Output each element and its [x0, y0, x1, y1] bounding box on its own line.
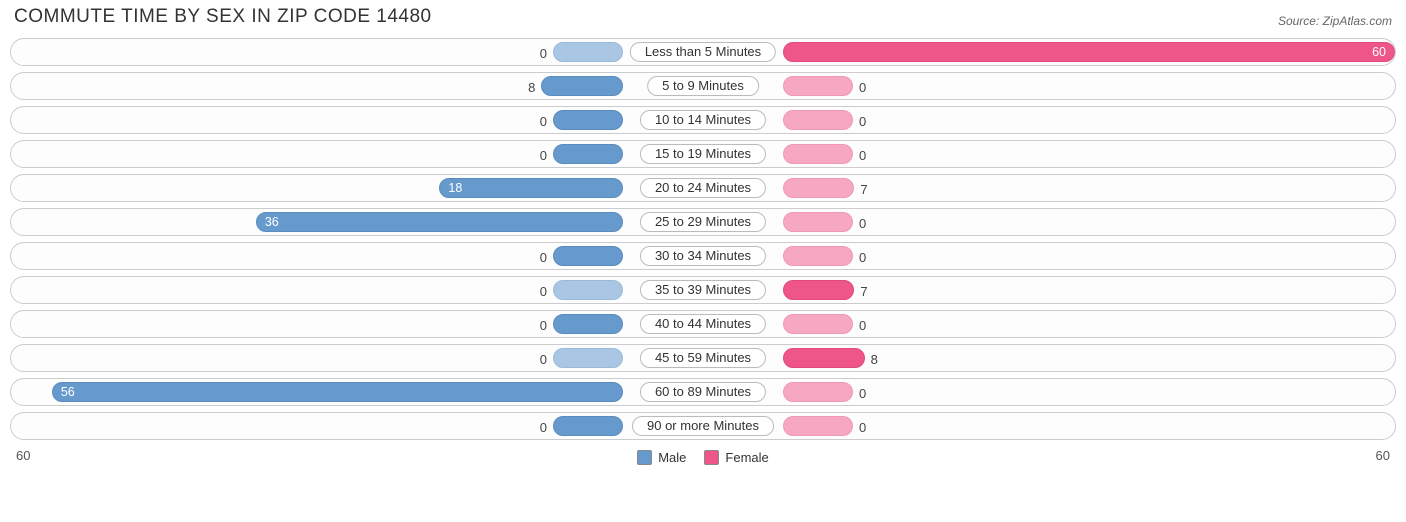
female-value: 0	[859, 311, 866, 338]
male-value: 0	[540, 277, 547, 304]
category-label: Less than 5 Minutes	[630, 42, 776, 62]
female-value: 7	[860, 175, 867, 202]
female-value: 8	[871, 345, 878, 372]
male-bar	[553, 246, 623, 266]
male-bar	[541, 76, 623, 96]
female-value: 0	[859, 413, 866, 440]
male-bar: 18	[439, 178, 623, 198]
category-label: 30 to 34 Minutes	[640, 246, 766, 266]
male-bar	[553, 314, 623, 334]
legend: Male Female	[637, 450, 769, 465]
male-value: 0	[540, 141, 547, 168]
category-label: 45 to 59 Minutes	[640, 348, 766, 368]
male-value: 56	[61, 385, 75, 399]
category-label: 15 to 19 Minutes	[640, 144, 766, 164]
male-value: 0	[540, 39, 547, 66]
chart-row: 0 0 90 or more Minutes	[10, 412, 1396, 440]
chart-row: 0 0 15 to 19 Minutes	[10, 140, 1396, 168]
legend-swatch	[704, 450, 719, 465]
category-label: 25 to 29 Minutes	[640, 212, 766, 232]
female-bar	[783, 314, 853, 334]
female-value: 0	[859, 73, 866, 100]
category-label: 20 to 24 Minutes	[640, 178, 766, 198]
female-value: 60	[1372, 45, 1386, 59]
male-bar	[553, 416, 623, 436]
female-bar	[783, 212, 853, 232]
female-value: 0	[859, 379, 866, 406]
male-value: 0	[540, 413, 547, 440]
female-bar	[783, 416, 853, 436]
chart-row: 56 0 60 to 89 Minutes	[10, 378, 1396, 406]
male-bar	[553, 110, 623, 130]
chart-body: 060Less than 5 Minutes805 to 9 Minutes00…	[10, 38, 1396, 440]
category-label: 90 or more Minutes	[632, 416, 774, 436]
chart-title: COMMUTE TIME BY SEX IN ZIP CODE 14480	[14, 6, 432, 28]
female-value: 0	[859, 243, 866, 270]
chart-header: COMMUTE TIME BY SEX IN ZIP CODE 14480 So…	[10, 6, 1396, 28]
axis-max-left: 60	[16, 448, 30, 463]
female-bar	[783, 110, 853, 130]
chart-row: 18 7 20 to 24 Minutes	[10, 174, 1396, 202]
legend-item: Male	[637, 450, 686, 465]
female-bar: 60	[783, 42, 1395, 62]
chart-row: 0 0 10 to 14 Minutes	[10, 106, 1396, 134]
male-bar	[553, 348, 623, 368]
legend-swatch	[637, 450, 652, 465]
female-bar	[783, 382, 853, 402]
female-bar	[783, 246, 853, 266]
category-label: 60 to 89 Minutes	[640, 382, 766, 402]
male-value: 8	[528, 73, 535, 100]
male-value: 0	[540, 107, 547, 134]
male-bar	[553, 42, 623, 62]
female-bar	[783, 280, 854, 300]
category-label: 5 to 9 Minutes	[647, 76, 759, 96]
chart-row: 0 8 45 to 59 Minutes	[10, 344, 1396, 372]
category-label: 10 to 14 Minutes	[640, 110, 766, 130]
category-label: 40 to 44 Minutes	[640, 314, 766, 334]
female-value: 0	[859, 141, 866, 168]
male-value: 18	[448, 181, 462, 195]
chart-footer: 60 Male Female 60	[10, 446, 1396, 468]
female-bar	[783, 76, 853, 96]
chart-source: Source: ZipAtlas.com	[1278, 14, 1392, 28]
male-bar: 36	[256, 212, 623, 232]
male-bar	[553, 144, 623, 164]
axis-max-right: 60	[1376, 448, 1390, 463]
chart-row: 0 0 30 to 34 Minutes	[10, 242, 1396, 270]
chart-row: 0 0 40 to 44 Minutes	[10, 310, 1396, 338]
female-bar	[783, 144, 853, 164]
male-value: 36	[265, 215, 279, 229]
chart-row: 8 0 5 to 9 Minutes	[10, 72, 1396, 100]
chart-container: COMMUTE TIME BY SEX IN ZIP CODE 14480 So…	[0, 0, 1406, 472]
male-value: 0	[540, 311, 547, 338]
female-bar	[783, 348, 865, 368]
legend-label: Male	[658, 450, 686, 465]
female-value: 0	[859, 209, 866, 236]
female-value: 0	[859, 107, 866, 134]
chart-row: 36 0 25 to 29 Minutes	[10, 208, 1396, 236]
category-label: 35 to 39 Minutes	[640, 280, 766, 300]
chart-row: 0 60 Less than 5 Minutes	[10, 38, 1396, 66]
legend-label: Female	[725, 450, 768, 465]
chart-row: 0 7 35 to 39 Minutes	[10, 276, 1396, 304]
male-bar: 56	[52, 382, 623, 402]
male-value: 0	[540, 243, 547, 270]
female-bar	[783, 178, 854, 198]
male-bar	[553, 280, 623, 300]
female-value: 7	[860, 277, 867, 304]
legend-item: Female	[704, 450, 768, 465]
male-value: 0	[540, 345, 547, 372]
